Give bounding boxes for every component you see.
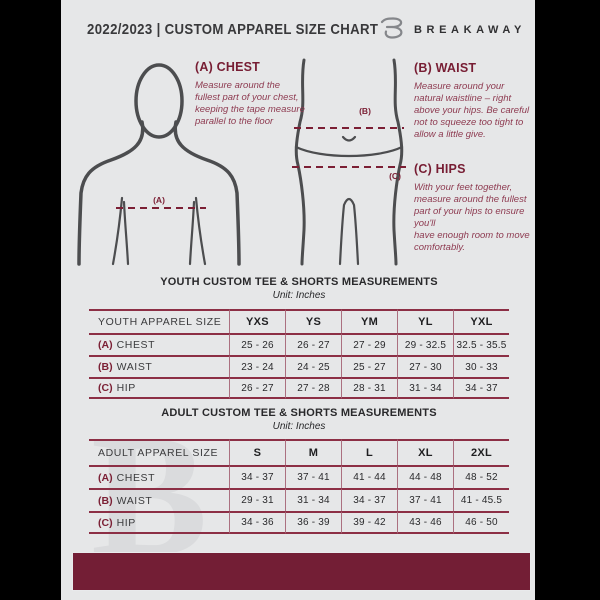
youth-row-waist-label: (B) WAIST [89, 355, 229, 377]
table-cell: 25 - 27 [341, 355, 397, 377]
table-cell: 39 - 42 [341, 511, 397, 534]
youth-row-hip-label: (C) HIP [89, 377, 229, 399]
row-prefix: (C) [98, 516, 113, 529]
table-cell: 26 - 27 [285, 333, 341, 355]
chest-heading: (A) CHEST [195, 60, 260, 74]
table-cell: 27 - 28 [285, 377, 341, 399]
waist-instructions: (B) WAIST Measure around your natural wa… [414, 61, 532, 141]
upper-body-figure-icon [77, 63, 241, 266]
row-prefix: (B) [98, 494, 113, 507]
table-cell: 41 - 45.5 [453, 488, 509, 511]
waist-line-label: (B) [359, 106, 371, 116]
row-label: WAIST [116, 361, 153, 373]
waist-body-text: Measure around your natural waistline – … [414, 81, 530, 140]
table-cell: 48 - 52 [453, 465, 509, 488]
table-cell: 34 - 36 [229, 511, 285, 534]
adult-row-waist-label: (B) WAIST [89, 488, 229, 511]
youth-header-ys: YS [285, 309, 341, 333]
breakaway-b-logo-icon [380, 17, 403, 39]
youth-header-yxl: YXL [453, 309, 509, 333]
hips-line-label: (C) [389, 171, 401, 181]
row-label: HIP [116, 516, 136, 529]
youth-header-yl: YL [397, 309, 453, 333]
adult-size-table: ADULT APPAREL SIZE S M L XL 2XL (A) CHES… [89, 439, 509, 534]
chest-dashed-line [116, 207, 206, 209]
youth-header-size: YOUTH APPAREL SIZE [89, 309, 229, 333]
row-prefix: (A) [98, 339, 113, 351]
table-cell: 34 - 37 [341, 488, 397, 511]
youth-size-table: YOUTH APPAREL SIZE YXS YS YM YL YXL (A) … [89, 309, 509, 399]
youth-header-yxs: YXS [229, 309, 285, 333]
youth-header-ym: YM [341, 309, 397, 333]
table-cell: 25 - 26 [229, 333, 285, 355]
size-chart-document: B 2022/2023 | CUSTOM APPAREL SIZE CHART … [61, 0, 535, 600]
table-cell: 34 - 37 [453, 377, 509, 399]
hips-dashed-line [292, 166, 406, 168]
table-cell: 27 - 30 [397, 355, 453, 377]
hips-instructions: (C) HIPS With your feet together, measur… [414, 162, 532, 254]
adult-header-s: S [229, 439, 285, 465]
footer-accent-bar [72, 552, 531, 591]
row-label: CHEST [116, 339, 156, 351]
adult-table-title: ADULT CUSTOM TEE & SHORTS MEASUREMENTS [161, 407, 437, 419]
table-cell: 32.5 - 35.5 [453, 333, 509, 355]
table-cell: 37 - 41 [285, 465, 341, 488]
adult-header-l: L [341, 439, 397, 465]
table-cell: 30 - 33 [453, 355, 509, 377]
chest-line-label: (A) [153, 195, 165, 205]
table-cell: 34 - 37 [229, 465, 285, 488]
table-cell: 26 - 27 [229, 377, 285, 399]
table-cell: 29 - 31 [229, 488, 285, 511]
youth-row-chest-label: (A) CHEST [89, 333, 229, 355]
table-cell: 24 - 25 [285, 355, 341, 377]
adult-header-m: M [285, 439, 341, 465]
chest-body-text: Measure around the fullest part of your … [195, 80, 305, 127]
waist-heading: (B) WAIST [414, 61, 477, 75]
row-label: HIP [116, 382, 136, 394]
youth-table-unit: Unit: Inches [272, 290, 326, 301]
adult-table-unit: Unit: Inches [272, 421, 326, 432]
table-cell: 29 - 32.5 [397, 333, 453, 355]
row-prefix: (A) [98, 471, 113, 484]
table-cell: 44 - 48 [397, 465, 453, 488]
page-title: 2022/2023 | CUSTOM APPAREL SIZE CHART [87, 21, 379, 38]
table-cell: 37 - 41 [397, 488, 453, 511]
brand-name: BREAKAWAY [414, 24, 526, 36]
hips-heading: (C) HIPS [414, 162, 466, 176]
table-cell: 41 - 44 [341, 465, 397, 488]
table-cell: 28 - 31 [341, 377, 397, 399]
adult-row-hip-label: (C) HIP [89, 511, 229, 534]
table-cell: 23 - 24 [229, 355, 285, 377]
hips-body-text: With your feet together, measure around … [414, 182, 530, 253]
waist-dashed-line [294, 127, 404, 129]
table-cell: 27 - 29 [341, 333, 397, 355]
row-prefix: (B) [98, 361, 113, 373]
adult-header-size: ADULT APPAREL SIZE [89, 439, 229, 465]
table-cell: 46 - 50 [453, 511, 509, 534]
table-cell: 31 - 34 [285, 488, 341, 511]
table-cell: 36 - 39 [285, 511, 341, 534]
youth-table-title: YOUTH CUSTOM TEE & SHORTS MEASUREMENTS [160, 276, 438, 288]
chest-instructions: (A) CHEST Measure around the fullest par… [195, 60, 305, 128]
table-cell: 43 - 46 [397, 511, 453, 534]
table-cell: 31 - 34 [397, 377, 453, 399]
adult-header-2xl: 2XL [453, 439, 509, 465]
row-label: CHEST [116, 471, 156, 484]
adult-header-xl: XL [397, 439, 453, 465]
row-label: WAIST [116, 494, 153, 507]
lower-body-figure-icon [294, 58, 404, 266]
adult-row-chest-label: (A) CHEST [89, 465, 229, 488]
row-prefix: (C) [98, 382, 113, 394]
